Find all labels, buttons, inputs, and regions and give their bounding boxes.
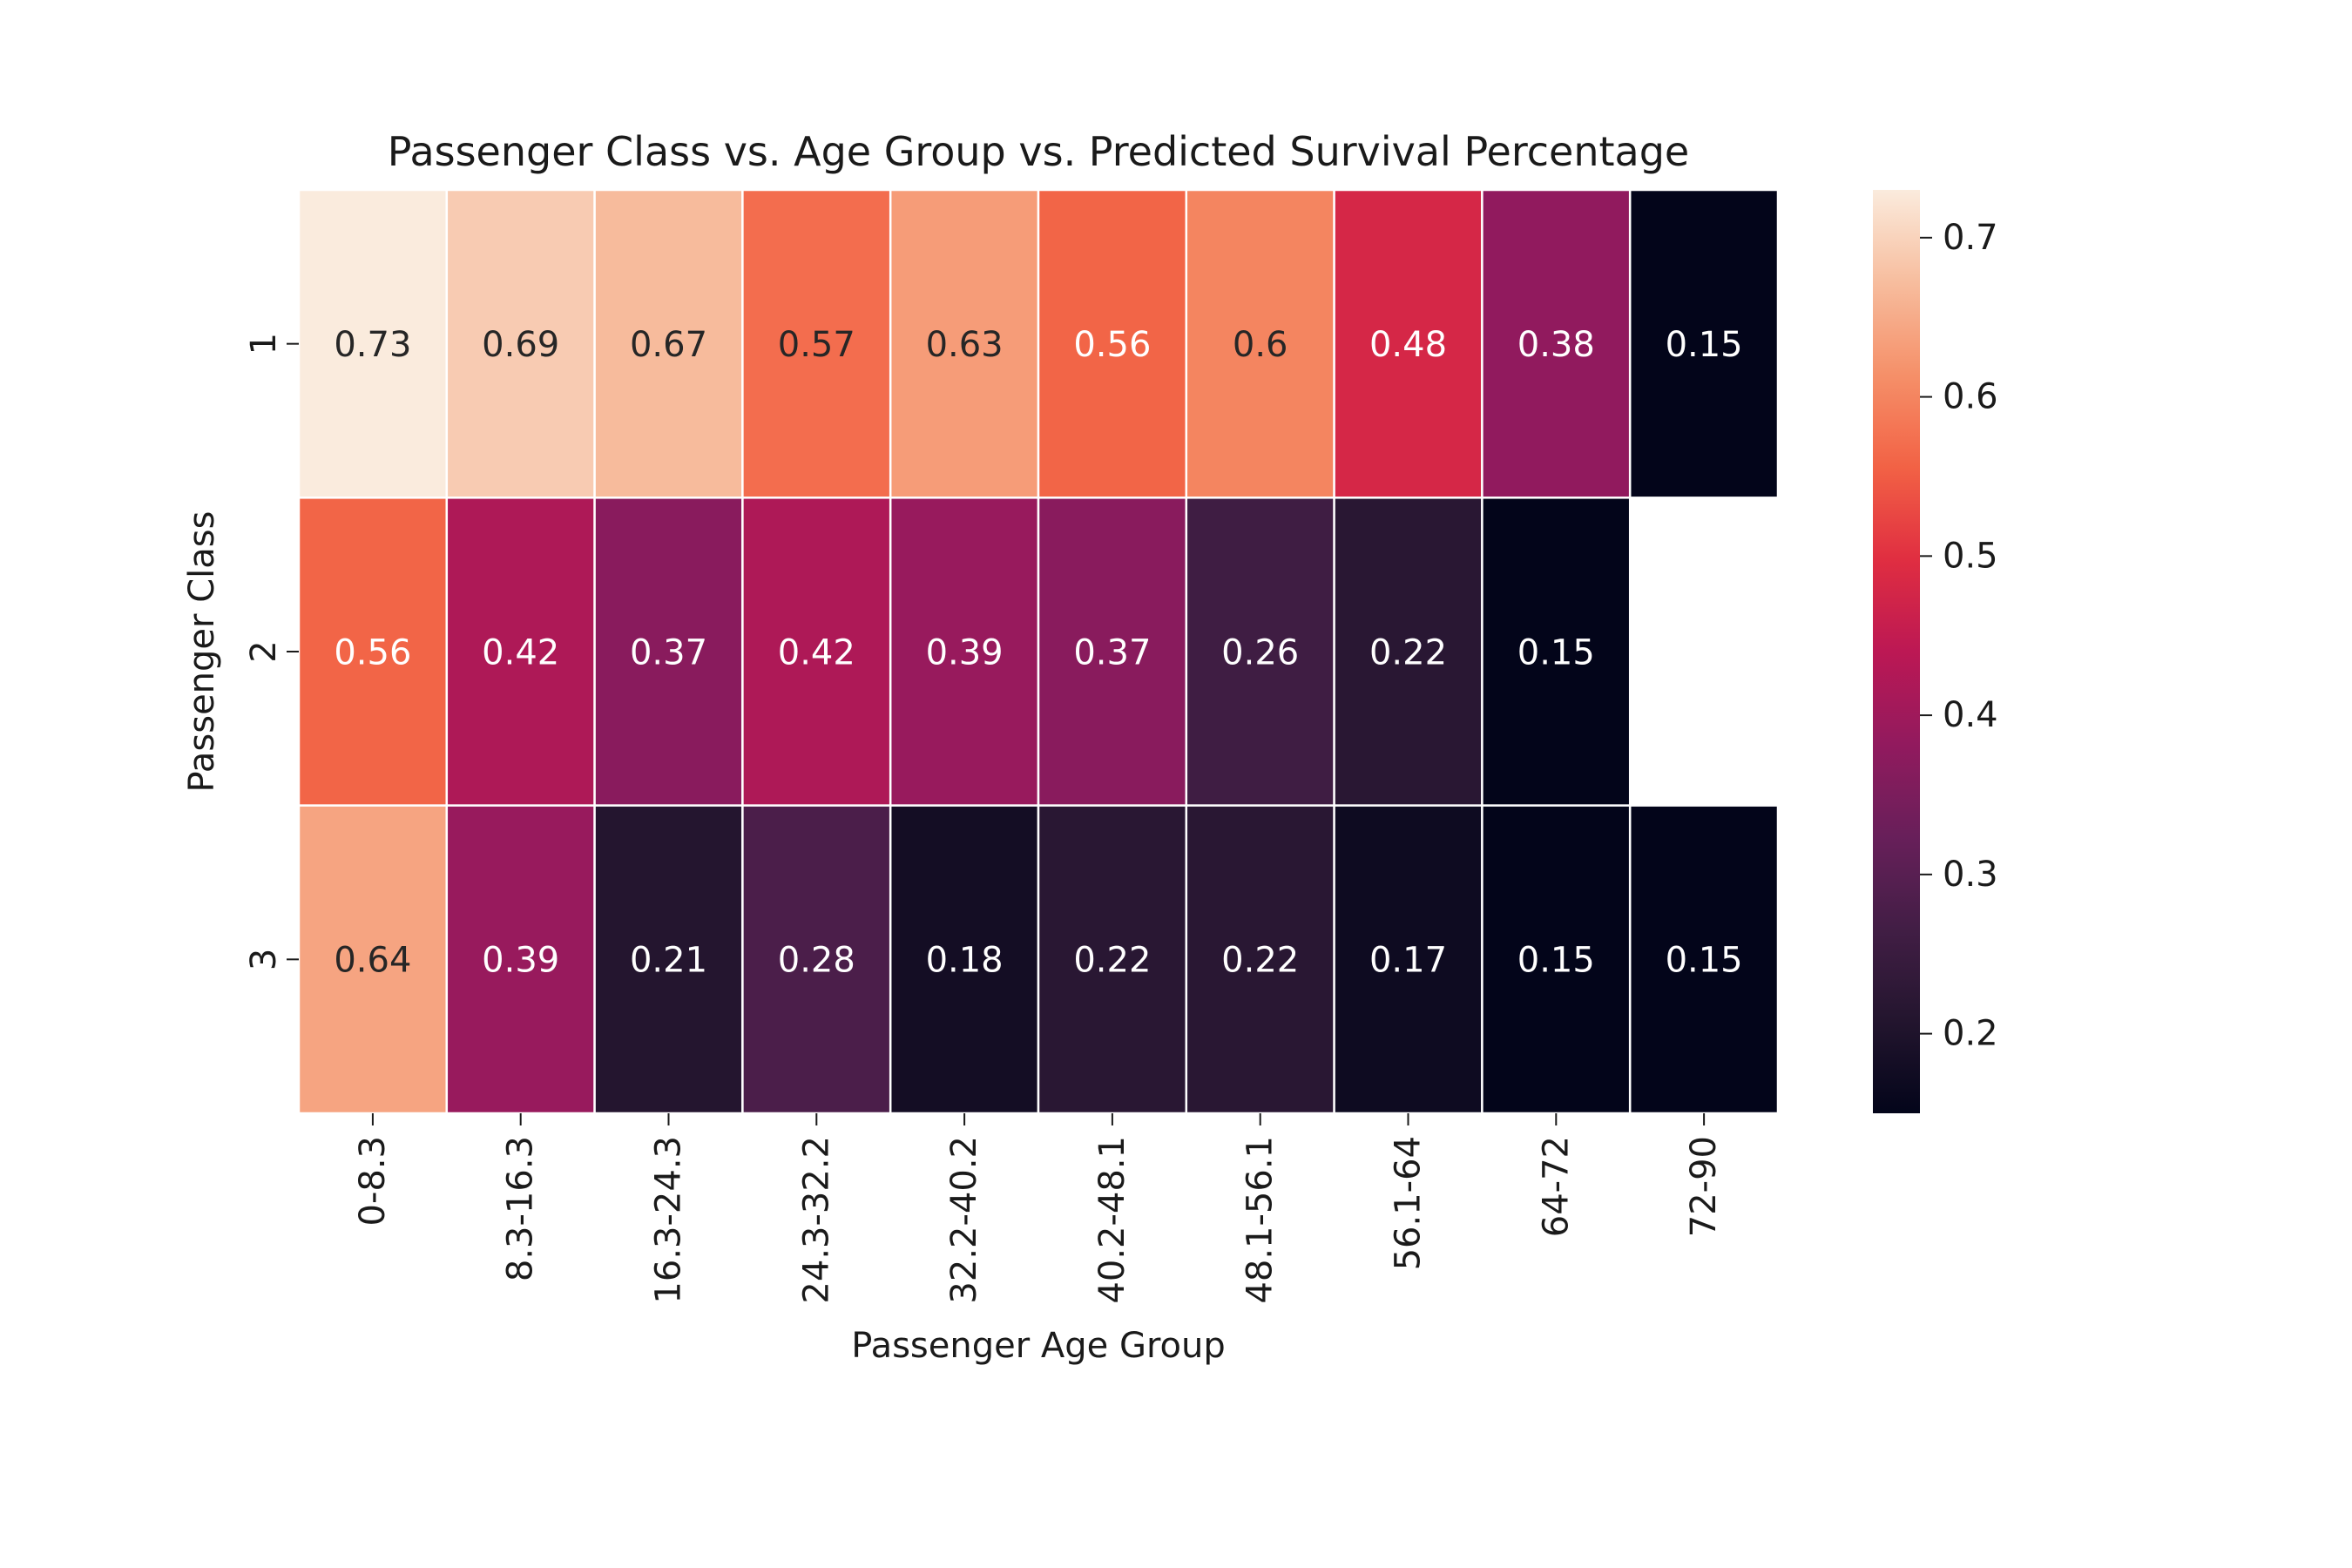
heatmap-cell	[1037, 804, 1188, 1115]
cell-value-label: 0.21	[630, 941, 707, 981]
heatmap-cell	[1481, 804, 1632, 1115]
cell-value-label: 0.48	[1369, 325, 1447, 365]
cell-value-label: 0.42	[778, 632, 855, 672]
colorbar-gradient	[1873, 190, 1920, 1113]
x-tick-label: 16.3-24.3	[649, 1136, 689, 1304]
heatmap-cell	[889, 497, 1040, 807]
colorbar: 0.2 0.3 0.4 0.5 0.6 0.7	[1873, 190, 1998, 1113]
cell-value-label: 0.63	[926, 325, 1004, 365]
heatmap-cell	[1333, 804, 1484, 1115]
cell-value-label: 0.67	[630, 325, 707, 365]
y-tick-label: 2	[244, 640, 284, 662]
cell-value-label: 0.15	[1517, 941, 1595, 981]
x-tick-label: 64-72	[1536, 1136, 1576, 1237]
colorbar-tick-label: 0.3	[1943, 855, 1998, 895]
colorbar-tick-label: 0.7	[1943, 218, 1998, 258]
heatmap-cell	[297, 804, 449, 1115]
heatmap-cell	[593, 804, 744, 1115]
heatmap-cell	[445, 188, 596, 499]
colorbar-tick-label: 0.2	[1943, 1014, 1998, 1054]
cell-value-label: 0.18	[926, 941, 1004, 981]
heatmap-cell	[445, 804, 596, 1115]
heatmap-cell	[741, 804, 892, 1115]
cell-value-label: 0.22	[1073, 941, 1151, 981]
heatmap-cell	[297, 188, 449, 499]
x-tick-label: 40.2-48.1	[1092, 1136, 1132, 1304]
cell-value-label: 0.26	[1221, 632, 1299, 672]
cell-value-label: 0.73	[334, 325, 411, 365]
heatmap-value-labels: 0.73 0.69 0.67 0.57 0.63 0.56 0.6 0.48 0.38 0.15 0…	[334, 325, 1742, 981]
heatmap-cell	[741, 497, 892, 807]
heatmap-cell	[445, 497, 596, 807]
cell-value-label: 0.56	[334, 632, 411, 672]
cell-value-label: 0.37	[1073, 632, 1151, 672]
cell-value-label: 0.42	[482, 632, 559, 672]
x-tick-label: 8.3-16.3	[501, 1136, 541, 1281]
x-tick-label: 56.1-64	[1389, 1136, 1429, 1270]
cell-value-label: 0.17	[1369, 941, 1447, 981]
heatmap-cell	[593, 188, 744, 499]
cell-value-label: 0.15	[1666, 941, 1743, 981]
cell-value-label: 0.22	[1369, 632, 1447, 672]
heatmap-cell	[1481, 497, 1632, 807]
x-axis-label: Passenger Age Group	[851, 1326, 1226, 1366]
heatmap-cell	[1037, 497, 1188, 807]
cell-value-label: 0.28	[778, 941, 855, 981]
x-tick-label: 72-90	[1684, 1136, 1724, 1237]
cell-value-label: 0.39	[926, 632, 1004, 672]
chart-title: Passenger Class vs. Age Group vs. Predic…	[388, 128, 1689, 175]
x-tick-label: 32.2-40.2	[944, 1136, 984, 1304]
y-axis-label: Passenger Class	[182, 511, 222, 793]
cell-value-label: 0.6	[1233, 325, 1288, 365]
y-tick-label: 3	[244, 949, 284, 970]
heatmap-cell	[1333, 188, 1484, 499]
heatmap-cell	[1185, 497, 1335, 807]
cell-value-label: 0.15	[1666, 325, 1743, 365]
cell-value-label: 0.64	[334, 941, 411, 981]
cell-value-label: 0.38	[1517, 325, 1595, 365]
heatmap-cell	[1628, 804, 1780, 1115]
cell-value-label: 0.57	[778, 325, 855, 365]
heatmap-cell	[1333, 497, 1484, 807]
heatmap-cell	[889, 188, 1040, 499]
x-tick-label: 24.3-32.2	[796, 1136, 836, 1304]
heatmap-cell	[1628, 188, 1780, 499]
cell-value-label: 0.15	[1517, 632, 1595, 672]
heatmap-cell	[593, 497, 744, 807]
colorbar-tick-label: 0.4	[1943, 695, 1998, 735]
x-axis: 0-8.3 8.3-16.3 16.3-24.3 24.3-32.2 32.2-40.2…	[353, 1113, 1724, 1304]
heatmap-cell	[741, 188, 892, 499]
x-tick-label: 48.1-56.1	[1240, 1136, 1281, 1304]
y-tick-label: 1	[244, 333, 284, 355]
colorbar-tick-label: 0.6	[1943, 377, 1998, 417]
cell-value-label: 0.37	[630, 632, 707, 672]
x-tick-label: 0-8.3	[353, 1136, 393, 1227]
cell-value-label: 0.39	[482, 941, 559, 981]
colorbar-tick-label: 0.5	[1943, 536, 1998, 576]
cell-value-label: 0.22	[1221, 941, 1299, 981]
heatmap-cells	[297, 188, 1780, 1115]
cell-value-label: 0.56	[1073, 325, 1151, 365]
cell-value-label: 0.69	[482, 325, 559, 365]
heatmap-cell	[1037, 188, 1188, 499]
y-axis: 1 2 3	[244, 333, 299, 970]
